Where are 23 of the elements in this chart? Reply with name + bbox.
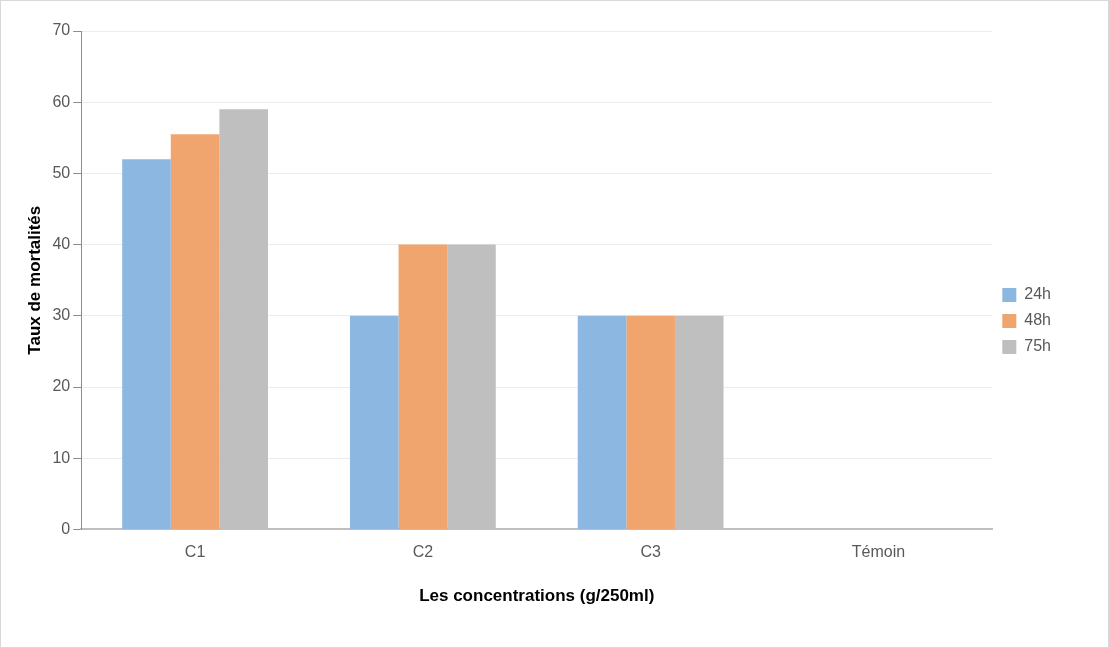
bar [170, 134, 220, 529]
x-tick-label: C2 [412, 543, 434, 561]
bar [577, 315, 627, 529]
legend-label: 48h [1024, 311, 1052, 329]
x-tick-label: C3 [640, 543, 661, 561]
y-tick-label: 10 [52, 448, 71, 466]
legend-label: 75h [1024, 337, 1052, 355]
y-axis-title: Taux de mortalités [24, 205, 44, 355]
y-tick-label: 50 [52, 163, 71, 181]
y-tick-label: 0 [61, 519, 71, 537]
bar [398, 244, 448, 529]
bar [349, 315, 399, 529]
x-axis-title: Les concentrations (g/250ml) [419, 586, 655, 606]
y-tick-label: 20 [52, 377, 71, 395]
y-tick-label: 70 [52, 21, 71, 39]
bar [626, 315, 675, 529]
y-tick-label: 60 [52, 92, 71, 110]
legend-label: 24h [1024, 285, 1052, 303]
x-tick-label: Témoin [851, 543, 906, 561]
y-tick-label: 40 [52, 235, 71, 253]
y-tick-label: 30 [52, 306, 71, 324]
x-tick-label: C1 [184, 543, 206, 561]
bar [122, 159, 171, 529]
